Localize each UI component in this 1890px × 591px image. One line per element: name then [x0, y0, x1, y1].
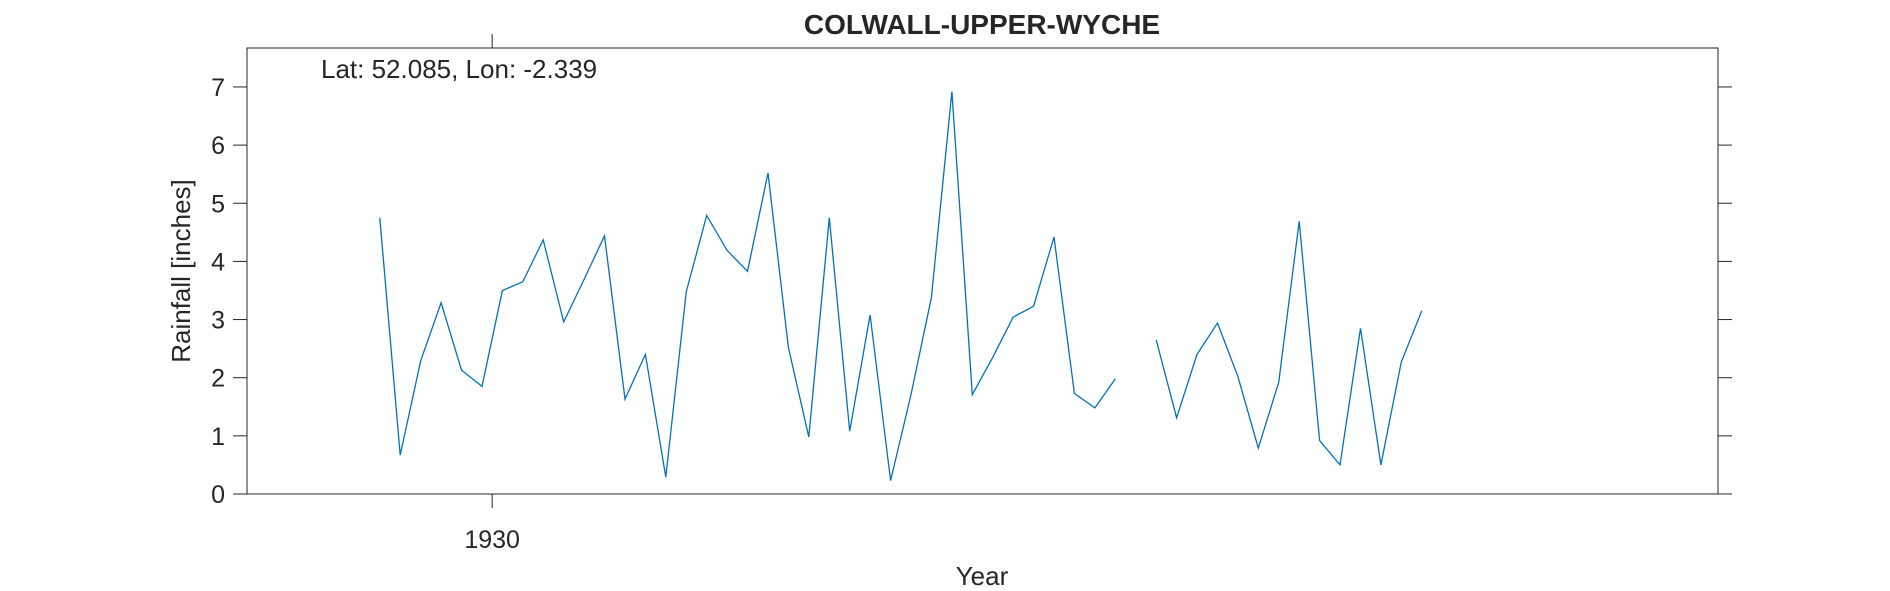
y-axis-label: Rainfall [inches]	[166, 179, 196, 363]
plot-frame	[246, 47, 1719, 495]
data-line	[379, 91, 1423, 481]
y-tick-label: 7	[211, 74, 225, 102]
y-tick-label: 6	[211, 132, 225, 160]
x-axis-label: Year	[956, 561, 1009, 591]
x-tick-label: 1930	[464, 526, 520, 554]
annotation: Lat: 52.085, Lon: -2.339	[321, 54, 597, 84]
chart-title: COLWALL-UPPER-WYCHE	[804, 9, 1160, 40]
y-tick-label: 2	[211, 365, 225, 393]
y-tick-label: 4	[211, 248, 225, 276]
y-tick-label: 3	[211, 307, 225, 335]
y-tick-label: 5	[211, 190, 225, 218]
y-tick-label: 1	[211, 423, 225, 451]
y-tick-label: 0	[211, 481, 225, 509]
